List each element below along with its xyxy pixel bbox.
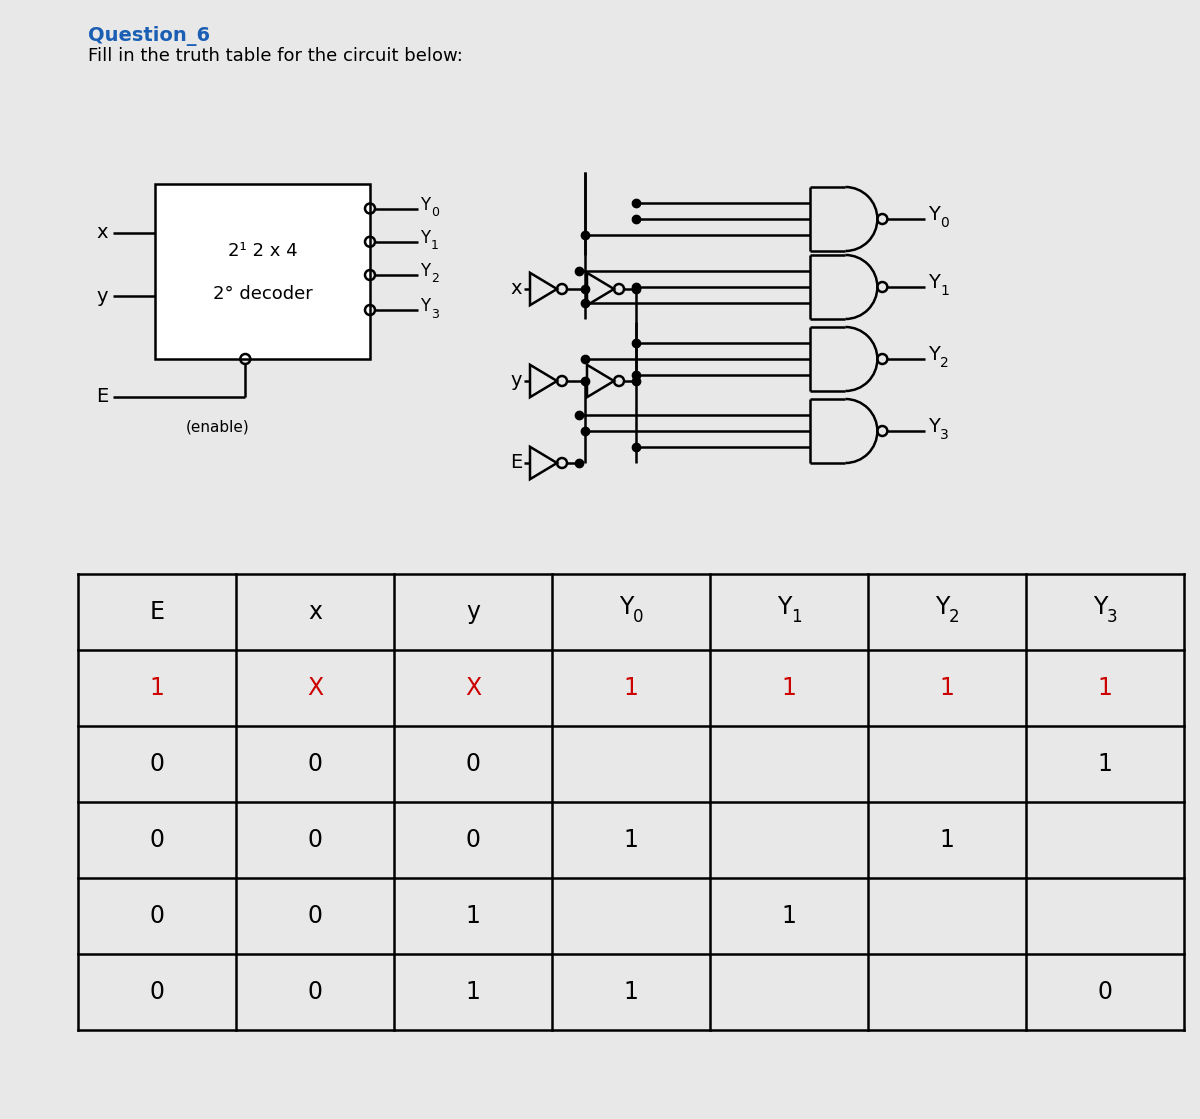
Text: 1: 1 — [781, 676, 797, 700]
Text: 0: 0 — [941, 216, 949, 231]
Text: E: E — [510, 453, 522, 472]
Text: 3: 3 — [941, 427, 949, 442]
Text: Y: Y — [929, 345, 941, 364]
Text: Y: Y — [776, 595, 791, 619]
Text: 0: 0 — [1098, 980, 1112, 1004]
Text: 0: 0 — [431, 206, 439, 219]
Text: 2: 2 — [949, 608, 959, 626]
Text: 2° decoder: 2° decoder — [212, 285, 312, 303]
Text: x: x — [510, 280, 522, 299]
Text: X: X — [307, 676, 323, 700]
Text: 1: 1 — [624, 980, 638, 1004]
Text: Y: Y — [619, 595, 634, 619]
Text: y: y — [466, 600, 480, 624]
Text: 2: 2 — [941, 356, 949, 370]
Text: Y: Y — [929, 416, 941, 435]
Text: 0: 0 — [307, 904, 323, 928]
Text: 1: 1 — [431, 239, 439, 252]
Text: 2: 2 — [431, 273, 439, 285]
Text: y: y — [96, 286, 108, 305]
Text: Y: Y — [420, 196, 430, 214]
Text: Question_6: Question_6 — [88, 26, 210, 46]
Text: 0: 0 — [150, 828, 164, 852]
Text: Y: Y — [420, 228, 430, 247]
Text: 1: 1 — [791, 608, 802, 626]
Text: 0: 0 — [466, 828, 480, 852]
Text: Y: Y — [1093, 595, 1108, 619]
Text: 0: 0 — [307, 828, 323, 852]
Text: 1: 1 — [150, 676, 164, 700]
Text: 0: 0 — [307, 752, 323, 775]
Text: 0: 0 — [632, 608, 643, 626]
Text: E: E — [150, 600, 164, 624]
Text: 1: 1 — [1098, 676, 1112, 700]
Text: Y: Y — [420, 297, 430, 316]
Text: 1: 1 — [940, 676, 954, 700]
Text: 1: 1 — [940, 828, 954, 852]
Text: 1: 1 — [624, 676, 638, 700]
Text: 3: 3 — [431, 308, 439, 320]
Text: 1: 1 — [466, 904, 480, 928]
Text: Y: Y — [929, 273, 941, 292]
Text: 1: 1 — [1098, 752, 1112, 775]
Text: Y: Y — [420, 262, 430, 280]
Text: 0: 0 — [466, 752, 480, 775]
Text: y: y — [510, 372, 522, 391]
Text: 3: 3 — [1106, 608, 1117, 626]
Text: Y: Y — [929, 205, 941, 224]
Text: (enable): (enable) — [186, 419, 250, 434]
Text: 1: 1 — [781, 904, 797, 928]
Text: X: X — [464, 676, 481, 700]
Text: 2¹ 2 x 4: 2¹ 2 x 4 — [228, 242, 298, 260]
Text: x: x — [308, 600, 322, 624]
Text: 1: 1 — [941, 284, 949, 298]
Bar — [155, 184, 370, 359]
Text: 1: 1 — [624, 828, 638, 852]
Text: 0: 0 — [150, 980, 164, 1004]
Text: 0: 0 — [150, 752, 164, 775]
Text: x: x — [96, 224, 108, 243]
Text: 0: 0 — [307, 980, 323, 1004]
Text: Fill in the truth table for the circuit below:: Fill in the truth table for the circuit … — [88, 47, 463, 65]
Text: 1: 1 — [466, 980, 480, 1004]
Text: Y: Y — [935, 595, 949, 619]
Text: 0: 0 — [150, 904, 164, 928]
Text: E: E — [96, 387, 108, 406]
